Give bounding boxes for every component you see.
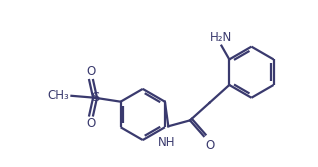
Text: H₂N: H₂N xyxy=(210,31,232,44)
Text: O: O xyxy=(206,139,215,152)
Text: O: O xyxy=(86,65,96,78)
Text: CH₃: CH₃ xyxy=(48,89,69,102)
Text: S: S xyxy=(91,91,99,104)
Text: O: O xyxy=(86,117,96,130)
Text: NH: NH xyxy=(158,136,175,149)
